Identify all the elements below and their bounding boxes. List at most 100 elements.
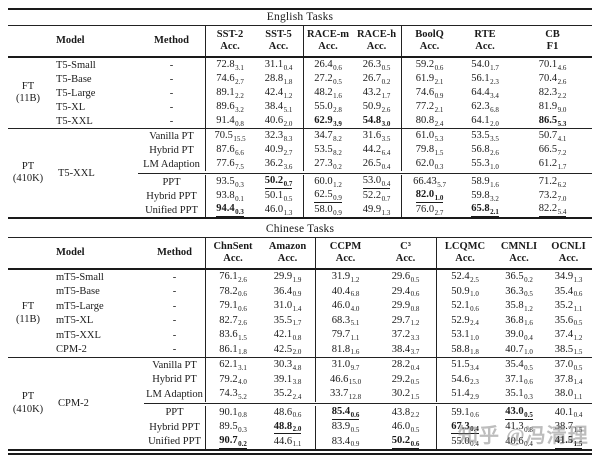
score-value: 51.53.4 xyxy=(451,359,479,372)
data-cell: 82.72.6 xyxy=(205,313,260,328)
score-std: 1.5 xyxy=(573,348,583,357)
score-mean: 89.6 xyxy=(216,101,235,112)
score-mean: 83.6 xyxy=(219,329,238,341)
score-value: 62.93.9 xyxy=(314,115,342,128)
score-std: 2.2 xyxy=(410,411,420,420)
method-cell: - xyxy=(144,328,205,343)
score-value: 31.91.2 xyxy=(331,271,360,284)
data-cell: 74.62.7 xyxy=(205,72,254,86)
score-mean: 62.3 xyxy=(471,101,490,112)
table-chinese: Chinese Tasks Model Method ChnSent Acc. Amazo… xyxy=(8,222,592,455)
header-rule xyxy=(8,268,592,270)
score-value: 44.61.1 xyxy=(273,435,302,449)
score-mean: 58.9 xyxy=(471,176,490,187)
score-std: 0.5 xyxy=(350,425,360,434)
header-cell: ChnSent Acc. xyxy=(205,238,260,268)
data-cell: 40.92.7 xyxy=(254,143,303,157)
score-mean: 31.9 xyxy=(331,271,351,283)
score-value: 40.92.7 xyxy=(265,144,293,157)
method-name: PPT xyxy=(165,407,184,419)
score-mean: 50.9 xyxy=(362,101,382,112)
data-cell: 41.30.8 xyxy=(493,420,545,435)
data-cell: 29.90.8 xyxy=(375,299,436,314)
data-cell: 50.20.6 xyxy=(375,435,436,450)
method-name: - xyxy=(169,115,174,127)
header-cell-empty xyxy=(8,238,48,268)
method-cell: - xyxy=(144,270,205,285)
score-std: 0.4 xyxy=(524,440,533,449)
header-cell: CMNLI Acc. xyxy=(493,238,545,268)
score-mean: 36.8 xyxy=(505,314,524,326)
score-mean: 77.6 xyxy=(216,158,235,169)
score-std: 0.5 xyxy=(410,275,420,284)
score-mean: 78.2 xyxy=(219,285,238,297)
score-value: 42.52.0 xyxy=(274,344,302,357)
data-cell: 42.52.0 xyxy=(260,343,315,358)
header-cell: Method xyxy=(144,238,205,268)
group-label-line2: (410K) xyxy=(12,403,44,415)
data-cell: 81.81.6 xyxy=(315,342,375,357)
score-mean: 50.1 xyxy=(264,190,284,201)
score-mean: 37.8 xyxy=(554,373,574,385)
score-std: 1.1 xyxy=(350,333,360,342)
score-mean: 46.0 xyxy=(391,421,411,433)
score-std: 2.9 xyxy=(470,392,479,401)
header-line1: CMNLI xyxy=(500,241,538,252)
score-std: 0.6 xyxy=(470,304,479,313)
data-cell: 48.60.6 xyxy=(260,406,315,421)
tables-root: English Tasks Model Method SST-2 Acc. SST-5 Ac… xyxy=(8,8,592,455)
score-mean: 40.4 xyxy=(331,285,351,297)
score-value: 26.70.2 xyxy=(363,73,391,86)
score-mean: 54.8 xyxy=(362,115,382,126)
score-mean: 54.0 xyxy=(471,59,490,70)
header-cell: OCNLI Acc. xyxy=(545,238,592,268)
method-name: Vanilla PT xyxy=(152,359,197,371)
data-cell: 36.40.9 xyxy=(260,285,315,300)
score-value: 54.83.0 xyxy=(362,115,391,128)
score-std: 2.1 xyxy=(434,105,444,114)
score-value: 50.10.5 xyxy=(264,190,293,203)
score-std: 5.1 xyxy=(283,105,293,114)
score-mean: 93.5 xyxy=(216,176,235,187)
score-mean: 80.8 xyxy=(415,115,435,126)
score-value: 89.50.3 xyxy=(219,421,247,434)
group-rule xyxy=(8,128,592,129)
data-cell: 39.13.8 xyxy=(260,373,315,388)
score-mean: 43.2 xyxy=(362,87,382,98)
score-value: 55.00.4 xyxy=(451,436,479,449)
header-cell: Model xyxy=(48,238,144,268)
model-name: T5-XXL xyxy=(56,115,93,127)
score-mean: 44.6 xyxy=(273,435,293,447)
title-rule xyxy=(8,237,592,238)
score-value: 58.91.6 xyxy=(471,176,499,189)
data-cell: 36.30.5 xyxy=(493,285,545,300)
score-std: 0.6 xyxy=(573,290,583,299)
score-std: 12.8 xyxy=(348,392,362,401)
score-value: 35.10.3 xyxy=(505,388,533,401)
score-std: 7.5 xyxy=(235,162,244,171)
data-cell: 35.81.2 xyxy=(493,299,545,314)
score-value: 56.82.6 xyxy=(471,144,499,157)
score-mean: 52.9 xyxy=(451,314,470,326)
score-std: 1.4 xyxy=(292,304,302,313)
score-std: 2.2 xyxy=(235,91,244,100)
method-name: - xyxy=(169,59,174,71)
score-value: 29.90.8 xyxy=(392,300,420,313)
header-cell: CB F1 xyxy=(513,26,592,56)
data-cell: 42.10.8 xyxy=(260,328,315,343)
score-value: 80.82.4 xyxy=(415,115,444,128)
method-name: PPT xyxy=(162,176,181,188)
data-cell: 35.40.6 xyxy=(545,285,592,300)
score-value: 56.12.3 xyxy=(471,73,499,86)
data-cell: 82.01.0 xyxy=(401,189,457,203)
score-std: 2.6 xyxy=(238,319,247,328)
score-value: 29.91.9 xyxy=(274,271,302,284)
data-cell: 61.05.3 xyxy=(401,129,457,143)
data-cell: 34.78.2 xyxy=(303,129,352,143)
score-mean: 34.7 xyxy=(314,130,333,141)
data-cell: 38.43.7 xyxy=(375,343,436,358)
score-std: 15.0 xyxy=(348,378,362,387)
score-value: 81.81.6 xyxy=(332,344,360,357)
score-value: 31.63.5 xyxy=(363,130,391,143)
data-cell: 62.00.3 xyxy=(401,157,457,171)
